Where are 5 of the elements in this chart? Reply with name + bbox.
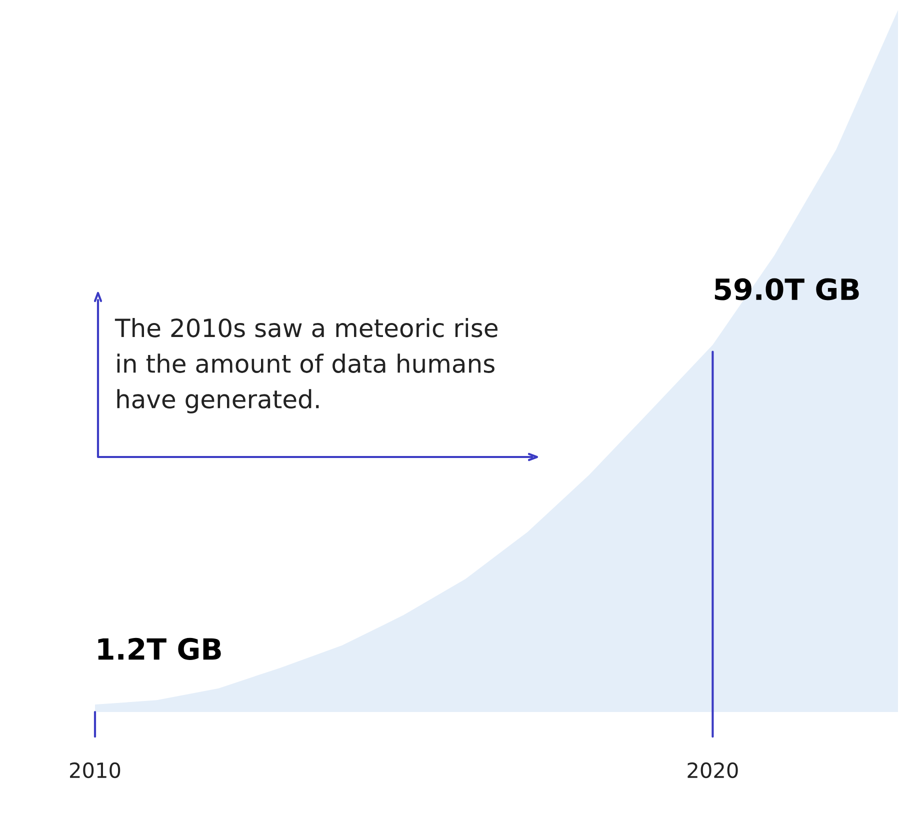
x-tick-label: 2020 [688, 762, 738, 778]
annotation: The 2010s saw a meteoric rise in the amount of data humans have generated. [114, 318, 498, 414]
data-label: 1.2T GB [98, 638, 221, 660]
data-label: 59.0T GB [714, 278, 859, 300]
x-tick-label: 2010 [70, 762, 120, 778]
